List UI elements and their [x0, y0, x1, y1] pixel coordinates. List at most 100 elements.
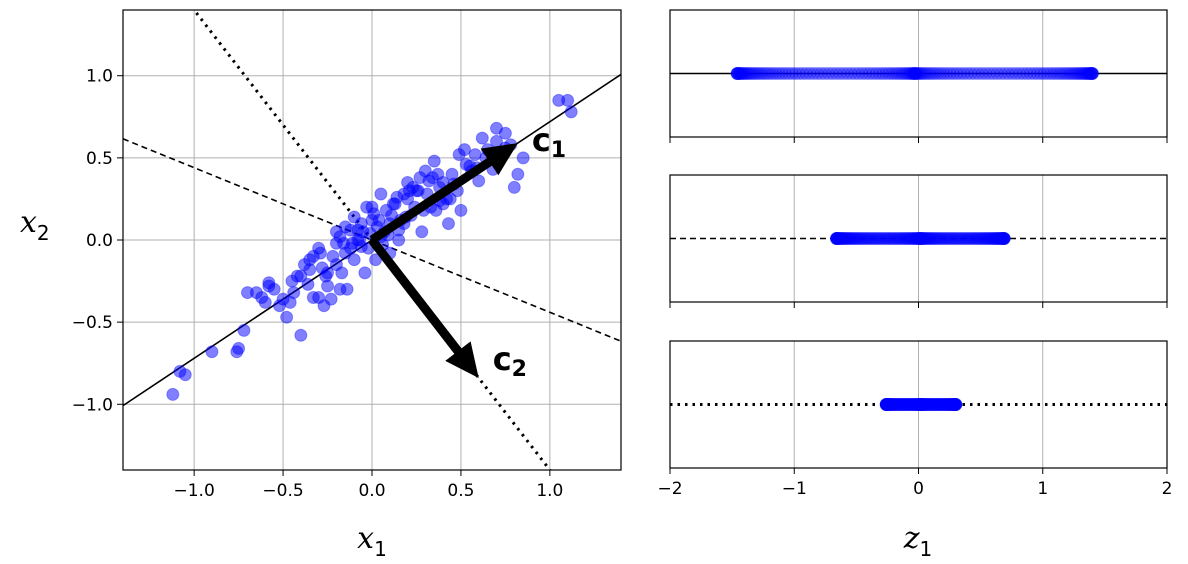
projected-point — [923, 398, 937, 411]
projected-point — [879, 398, 893, 411]
projected-point — [1084, 67, 1098, 80]
projected-point — [913, 398, 927, 411]
projected-point — [966, 232, 980, 245]
projected-point — [860, 232, 874, 245]
projected-point — [822, 67, 836, 80]
data-point — [374, 187, 388, 201]
projected-point — [880, 398, 894, 411]
projected-point — [881, 398, 895, 411]
projected-point — [1037, 67, 1051, 80]
projected-point — [1046, 67, 1060, 80]
c1-vector-label: c1 — [532, 121, 566, 163]
projected-point — [928, 67, 942, 80]
projected-point — [854, 232, 868, 245]
projected-point — [939, 398, 953, 411]
projected-point — [968, 67, 982, 80]
projected-point — [1009, 67, 1023, 80]
projected-point — [779, 67, 793, 80]
projected-point — [843, 232, 857, 245]
projected-point — [1085, 67, 1099, 80]
projected-point — [769, 67, 783, 80]
projected-point — [887, 232, 901, 245]
data-point — [561, 93, 575, 107]
data-point — [178, 368, 192, 382]
projected-point — [916, 232, 930, 245]
projected-point — [792, 67, 806, 80]
projected-point — [830, 232, 844, 245]
projected-point — [897, 232, 911, 245]
z-tick-label: 2 — [1162, 479, 1173, 499]
projected-point — [908, 67, 922, 80]
data-point — [344, 223, 358, 237]
projected-point — [925, 67, 939, 80]
projected-point — [943, 398, 957, 411]
z1-axis-label-main: z — [903, 521, 920, 556]
projected-point — [832, 232, 846, 245]
projected-point — [892, 232, 906, 245]
projected-point — [1081, 67, 1095, 80]
projected-point — [1072, 67, 1086, 80]
data-point — [472, 174, 486, 188]
projected-point — [930, 232, 944, 245]
projected-point — [976, 232, 990, 245]
projected-point — [832, 232, 846, 245]
projected-point — [891, 398, 905, 411]
projected-point — [914, 232, 928, 245]
projected-point — [834, 232, 848, 245]
projected-point — [1075, 67, 1089, 80]
data-point — [340, 282, 354, 296]
projected-point — [912, 67, 926, 80]
projected-point — [950, 232, 964, 245]
projected-point — [881, 398, 895, 411]
projected-point — [974, 232, 988, 245]
projected-point — [909, 398, 923, 411]
projected-point — [1001, 67, 1015, 80]
projected-point — [884, 398, 898, 411]
projected-point — [963, 232, 977, 245]
projected-point — [927, 398, 941, 411]
projected-point — [946, 398, 960, 411]
projected-point — [885, 398, 899, 411]
projected-point — [1020, 67, 1034, 80]
projected-point — [1085, 67, 1099, 80]
projected-point — [914, 67, 928, 80]
projected-point — [852, 67, 866, 80]
projected-point — [908, 67, 922, 80]
projected-point — [956, 232, 970, 245]
projected-point — [845, 232, 859, 245]
data-point — [402, 184, 416, 198]
data-point — [441, 217, 455, 231]
projected-point — [907, 398, 921, 411]
data-point — [280, 310, 294, 324]
projected-point — [731, 67, 745, 80]
x-tick-label: 0.5 — [447, 481, 474, 501]
x-tick-label: −1.0 — [174, 481, 215, 501]
projected-point — [899, 398, 913, 411]
projected-point — [880, 398, 894, 411]
projected-point — [1085, 67, 1099, 80]
projected-point — [872, 67, 886, 80]
projected-point — [888, 67, 902, 80]
projected-point — [915, 232, 929, 245]
data-point — [452, 148, 466, 162]
projected-point — [970, 232, 984, 245]
projected-point — [945, 232, 959, 245]
projected-point — [971, 232, 985, 245]
projected-point — [947, 398, 961, 411]
data-point — [294, 269, 308, 283]
projected-point — [957, 67, 971, 80]
projected-point — [949, 398, 963, 411]
projected-point — [758, 67, 772, 80]
projected-point — [923, 232, 937, 245]
projected-point — [859, 67, 873, 80]
projected-point — [935, 398, 949, 411]
projected-point — [904, 398, 918, 411]
projected-point — [938, 398, 952, 411]
projected-point — [973, 232, 987, 245]
projected-point — [829, 67, 843, 80]
projected-point — [906, 398, 920, 411]
projected-point — [937, 398, 951, 411]
projected-point — [929, 232, 943, 245]
data-point — [415, 225, 429, 239]
projected-point — [732, 67, 746, 80]
